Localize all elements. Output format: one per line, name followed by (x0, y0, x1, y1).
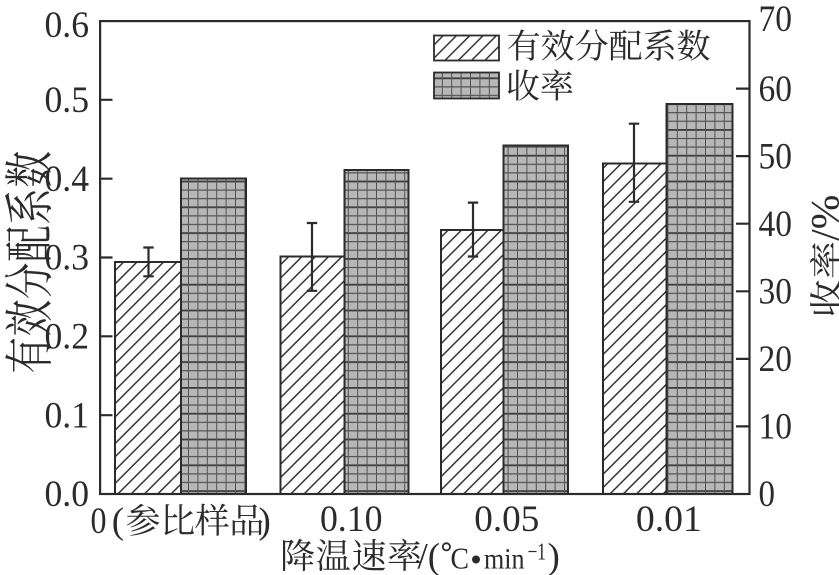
svg-text:/%: /% (803, 195, 839, 241)
svg-text:40: 40 (759, 204, 793, 245)
svg-text:min: min (484, 542, 525, 575)
svg-text:0: 0 (759, 474, 776, 515)
svg-text:(: ( (112, 501, 124, 542)
svg-text:0.2: 0.2 (45, 317, 90, 358)
svg-text:0.05: 0.05 (474, 499, 539, 540)
svg-text:0.10: 0.10 (320, 499, 383, 540)
svg-text:0.1: 0.1 (45, 395, 90, 436)
svg-text:): ) (259, 501, 271, 542)
svg-text:0: 0 (91, 501, 107, 542)
svg-text:): ) (548, 536, 560, 575)
svg-text:30: 30 (759, 272, 793, 313)
svg-text:/(: /( (418, 536, 441, 575)
svg-text:0.5: 0.5 (45, 80, 90, 121)
svg-text:0.01: 0.01 (636, 499, 702, 540)
svg-text:C: C (451, 540, 470, 575)
svg-text:0.6: 0.6 (45, 5, 90, 46)
svg-text:−1: −1 (528, 540, 547, 566)
svg-text:10: 10 (759, 407, 793, 448)
svg-text:60: 60 (759, 69, 793, 110)
svg-text:70: 70 (759, 0, 793, 40)
svg-text:50: 50 (759, 136, 793, 177)
svg-text:0.4: 0.4 (45, 159, 90, 200)
svg-text:0.0: 0.0 (45, 474, 90, 515)
svg-text:0.3: 0.3 (45, 238, 90, 279)
svg-text:20: 20 (759, 339, 793, 380)
